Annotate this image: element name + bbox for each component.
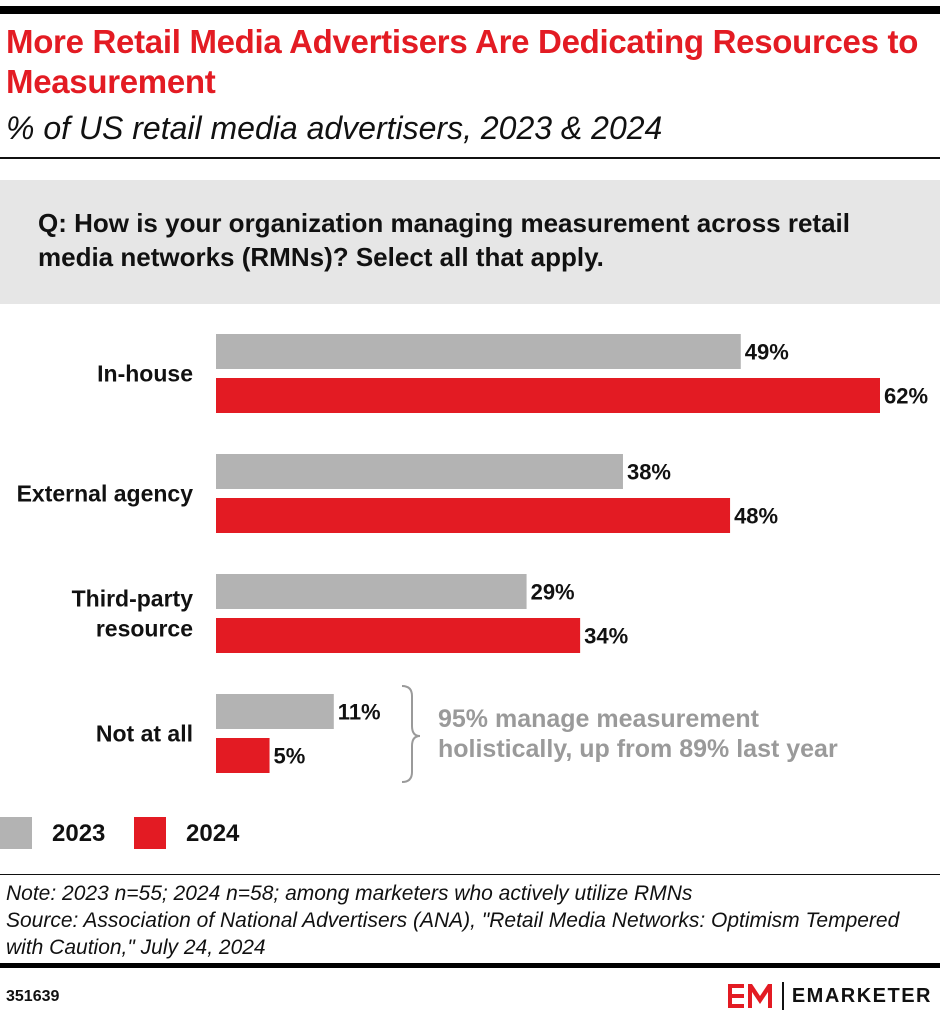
question-box <box>0 180 940 304</box>
legend-label-2023: 2023 <box>52 820 105 847</box>
category-label-1: External agency <box>17 481 194 507</box>
chart-id: 351639 <box>6 988 60 1005</box>
logo-separator <box>781 982 784 1010</box>
em-logo-icon <box>727 984 774 1008</box>
bar-2024-2 <box>216 618 581 653</box>
category-label-0: In-house <box>97 361 193 387</box>
bar-2023-1 <box>216 454 623 489</box>
chart-subtitle: % of US retail media advertisers, 2023 &… <box>6 110 663 146</box>
divider <box>0 157 940 159</box>
value-label-2024-2: 34% <box>584 624 628 649</box>
annotation-bracket <box>401 685 421 783</box>
chart-title: More Retail Media Advertisers Are Dedica… <box>6 23 919 100</box>
divider <box>0 874 940 875</box>
category-label-3: Not at all <box>96 721 193 747</box>
annotation-text-0: 95% manage measurement <box>438 705 760 733</box>
value-label-2024-0: 62% <box>884 384 928 409</box>
value-label-2024-1: 48% <box>734 504 778 529</box>
value-label-2024-3: 5% <box>274 744 306 769</box>
legend-swatch-2024 <box>134 817 166 849</box>
value-label-2023-0: 49% <box>745 340 789 365</box>
bar-chart: 49% 62% In-house 38% 48% External agency 29% 34… <box>0 334 928 849</box>
bar-2024-3 <box>216 738 270 773</box>
bar-2024-1 <box>216 498 731 533</box>
value-label-2023-3: 11% <box>338 700 381 725</box>
bar-2023-3 <box>216 694 334 729</box>
footnote: Note: 2023 n=55; 2024 n=58; among market… <box>6 880 936 961</box>
bar-2023-2 <box>216 574 527 609</box>
survey-question: Q: How is your organization managing mea… <box>38 208 850 272</box>
note-text: Note: 2023 n=55; 2024 n=58; among market… <box>6 882 693 905</box>
source-text: Source: Association of National Advertis… <box>6 909 900 959</box>
legend-swatch-2023 <box>0 817 32 849</box>
category-label-2: Third-party resource <box>72 586 194 642</box>
bar-2023-0 <box>216 334 741 369</box>
bar-2024-0 <box>216 378 880 413</box>
top-bar <box>0 6 940 14</box>
brand-name: EMARKETER <box>791 984 932 1007</box>
brand-logo: EMARKETER <box>727 981 932 1011</box>
value-label-2023-2: 29% <box>531 580 575 605</box>
legend-label-2024: 2024 <box>186 820 240 847</box>
divider <box>0 963 940 968</box>
value-label-2023-1: 38% <box>627 460 671 485</box>
annotation-text-1: holistically, up from 89% last year <box>438 735 838 763</box>
